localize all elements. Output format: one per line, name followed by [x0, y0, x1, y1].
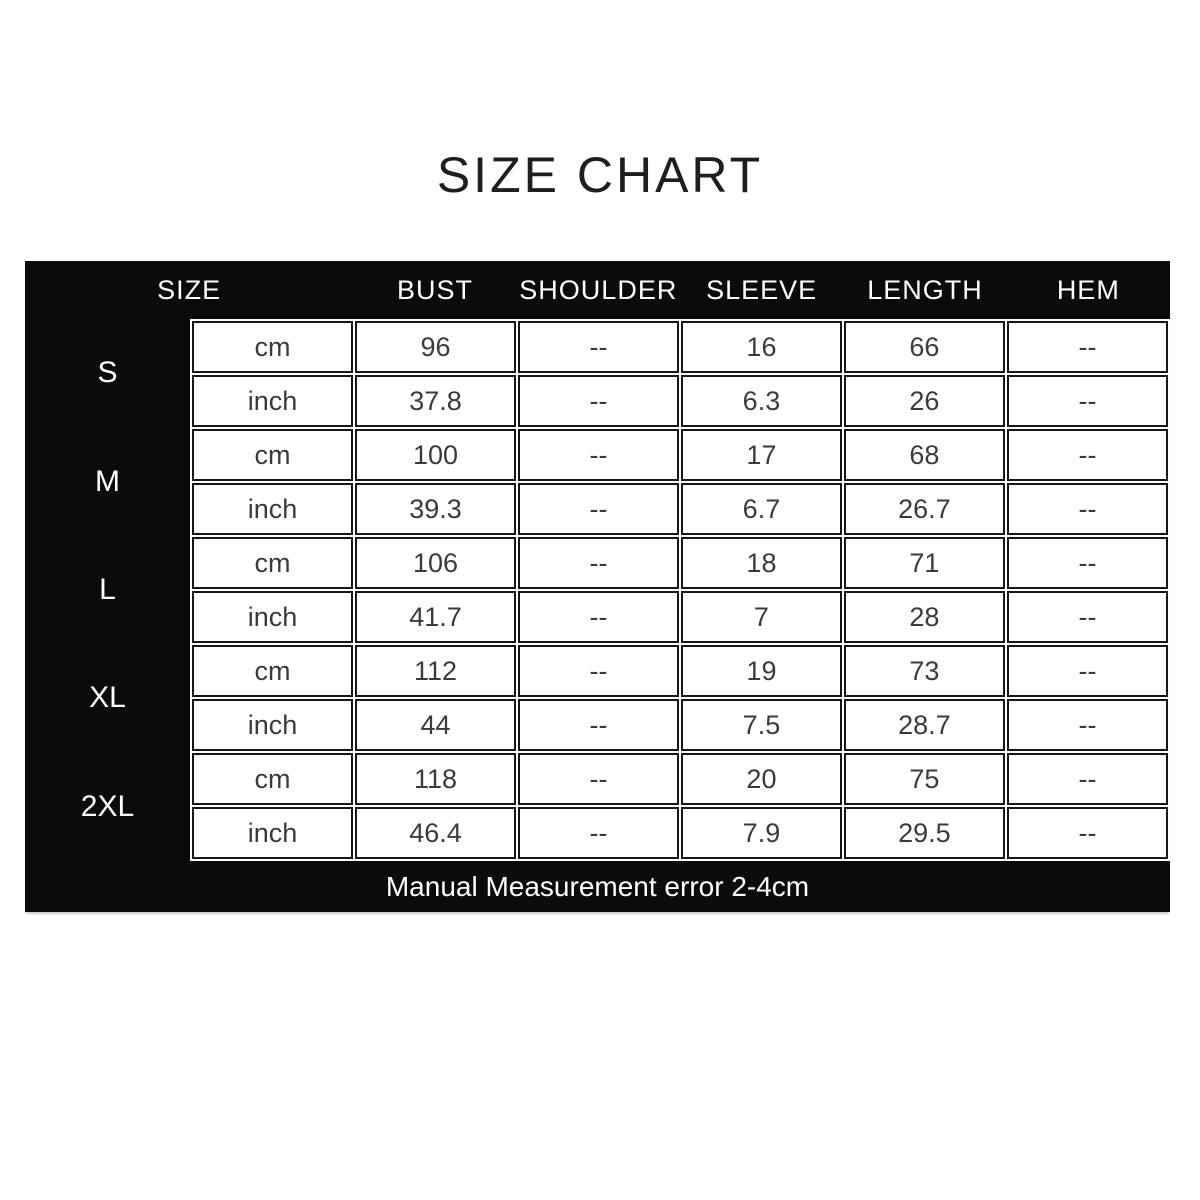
- column-header-sleeve: SLEEVE: [706, 274, 818, 305]
- shoulder-cell: --: [517, 375, 679, 427]
- sleeve-cell: 6.3: [680, 375, 842, 427]
- hem-cell: --: [1006, 753, 1168, 805]
- table-row-xl-cm: cm 112 -- 19 73 --: [192, 645, 1168, 697]
- length-cell: 26.7: [843, 483, 1005, 535]
- bust-cell: 46.4: [354, 807, 516, 859]
- size-label-l: L: [99, 573, 116, 607]
- bust-cell: 37.8: [354, 375, 516, 427]
- unit-cell: inch: [192, 699, 353, 751]
- unit-cell: cm: [192, 537, 353, 589]
- unit-cell: inch: [192, 591, 353, 643]
- bust-cell: 106: [354, 537, 516, 589]
- bust-cell: 41.7: [354, 591, 516, 643]
- length-cell: 71: [843, 537, 1005, 589]
- sleeve-cell: 17: [680, 429, 842, 481]
- table-row-s-inch: inch 37.8 -- 6.3 26 --: [192, 375, 1168, 427]
- size-label-xl: XL: [89, 681, 126, 715]
- shoulder-cell: --: [517, 483, 679, 535]
- size-label-s: S: [97, 356, 118, 390]
- hem-cell: --: [1006, 807, 1168, 859]
- unit-cell: inch: [192, 807, 353, 859]
- length-cell: 29.5: [843, 807, 1005, 859]
- shoulder-cell: --: [517, 645, 679, 697]
- hem-cell: --: [1006, 483, 1168, 535]
- length-cell: 75: [843, 753, 1005, 805]
- shoulder-cell: --: [517, 807, 679, 859]
- bust-cell: 118: [354, 753, 516, 805]
- table-row-l-inch: inch 41.7 -- 7 28 --: [192, 591, 1168, 643]
- column-header-length: LENGTH: [867, 274, 983, 305]
- table-row-m-inch: inch 39.3 -- 6.7 26.7 --: [192, 483, 1168, 535]
- sleeve-cell: 16: [680, 321, 842, 373]
- shoulder-cell: --: [517, 537, 679, 589]
- unit-cell: cm: [192, 429, 353, 481]
- page-title: SIZE CHART: [436, 147, 764, 203]
- column-header-hem: HEM: [1056, 274, 1120, 305]
- bust-cell: 100: [354, 429, 516, 481]
- hem-cell: --: [1006, 429, 1168, 481]
- sleeve-cell: 18: [680, 537, 842, 589]
- sleeve-cell: 20: [680, 753, 842, 805]
- table-row-l-cm: cm 106 -- 18 71 --: [192, 537, 1168, 589]
- hem-cell: --: [1006, 591, 1168, 643]
- bust-cell: 39.3: [354, 483, 516, 535]
- hem-cell: --: [1006, 645, 1168, 697]
- column-header-shoulder: SHOULDER: [519, 274, 678, 305]
- length-cell: 66: [843, 321, 1005, 373]
- size-label-2xl: 2XL: [80, 789, 135, 823]
- length-cell: 73: [843, 645, 1005, 697]
- sleeve-cell: 19: [680, 645, 842, 697]
- length-cell: 68: [843, 429, 1005, 481]
- unit-cell: inch: [192, 375, 353, 427]
- measurement-grid: cm 96 -- 16 66 -- inch 37.8 -- 6.3 26 --: [190, 319, 1170, 861]
- hem-cell: --: [1006, 537, 1168, 589]
- hem-cell: --: [1006, 375, 1168, 427]
- hem-cell: --: [1006, 321, 1168, 373]
- length-cell: 28: [843, 591, 1005, 643]
- unit-cell: cm: [192, 321, 353, 373]
- table-row-2xl-cm: cm 118 -- 20 75 --: [192, 753, 1168, 805]
- sleeve-cell: 7.9: [680, 807, 842, 859]
- length-cell: 28.7: [843, 699, 1005, 751]
- unit-cell: cm: [192, 753, 353, 805]
- shoulder-cell: --: [517, 321, 679, 373]
- length-cell: 26: [843, 375, 1005, 427]
- bust-cell: 112: [354, 645, 516, 697]
- bust-cell: 44: [354, 699, 516, 751]
- table-row-s-cm: cm 96 -- 16 66 --: [192, 321, 1168, 373]
- footer-note: Manual Measurement error 2-4cm: [385, 870, 810, 902]
- sleeve-cell: 6.7: [680, 483, 842, 535]
- shoulder-cell: --: [517, 699, 679, 751]
- column-header-size: SIZE: [157, 274, 222, 305]
- sleeve-cell: 7: [680, 591, 842, 643]
- sleeve-cell: 7.5: [680, 699, 842, 751]
- shoulder-cell: --: [517, 591, 679, 643]
- size-chart-table: SIZE BUST SHOULDER SLEEVE LENGTH HEM S M…: [25, 261, 1170, 912]
- size-label-column: S M L XL 2XL: [25, 319, 190, 861]
- hem-cell: --: [1006, 699, 1168, 751]
- measurement-table: cm 96 -- 16 66 -- inch 37.8 -- 6.3 26 --: [190, 319, 1170, 861]
- table-row-m-cm: cm 100 -- 17 68 --: [192, 429, 1168, 481]
- shoulder-cell: --: [517, 429, 679, 481]
- bust-cell: 96: [354, 321, 516, 373]
- shoulder-cell: --: [517, 753, 679, 805]
- table-row-2xl-inch: inch 46.4 -- 7.9 29.5 --: [192, 807, 1168, 859]
- unit-cell: cm: [192, 645, 353, 697]
- size-label-m: M: [95, 464, 120, 498]
- unit-cell: inch: [192, 483, 353, 535]
- column-header-bust: BUST: [396, 274, 473, 305]
- table-row-xl-inch: inch 44 -- 7.5 28.7 --: [192, 699, 1168, 751]
